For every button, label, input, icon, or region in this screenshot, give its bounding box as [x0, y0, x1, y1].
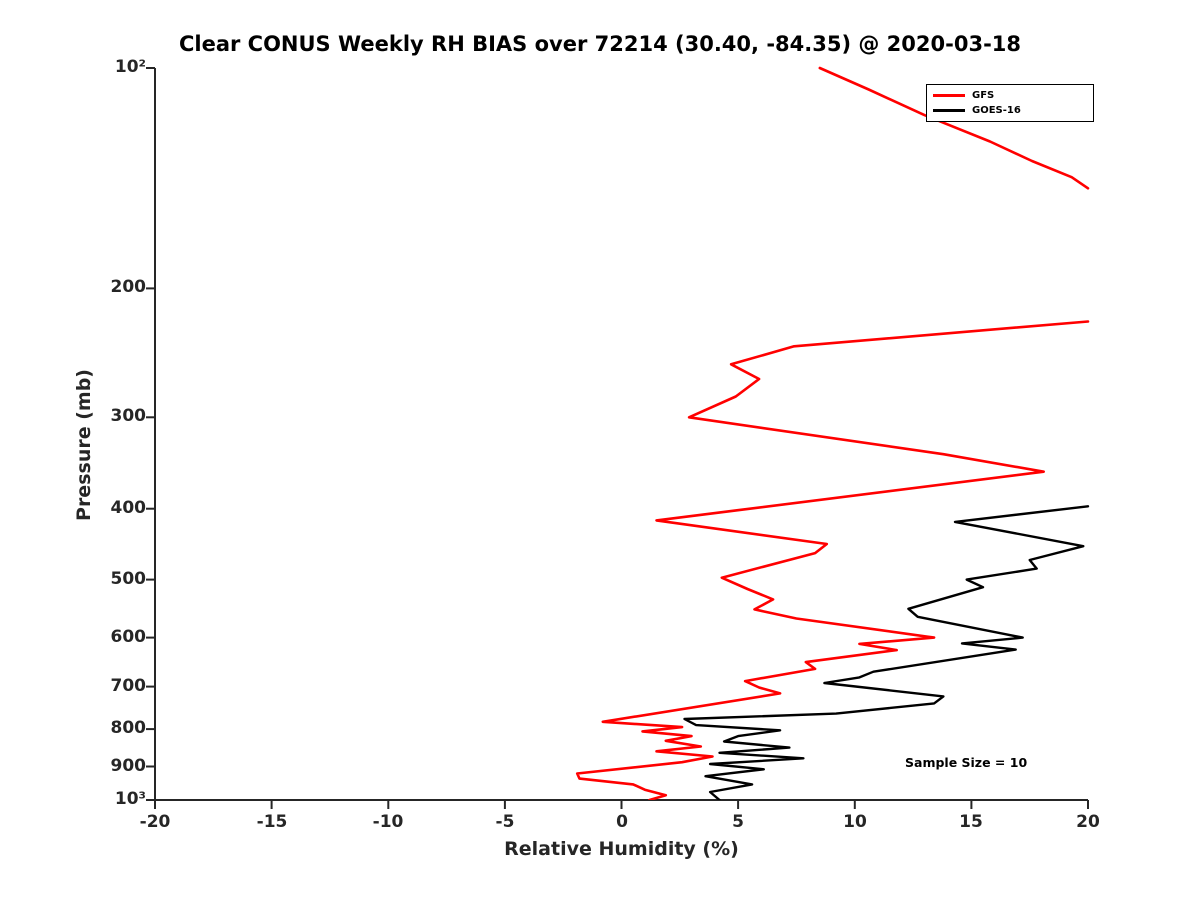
x-tick-label: 5 — [732, 812, 744, 832]
legend-label-goes16: GOES-16 — [972, 105, 1021, 116]
x-tick-label: 10 — [843, 812, 867, 832]
x-tick-label: -15 — [256, 812, 288, 832]
sample-size-annotation: Sample Size = 10 — [905, 755, 1028, 770]
y-tick-label: 700 — [110, 676, 147, 696]
y-tick-label: 500 — [110, 569, 147, 589]
goes16-line-swatch — [933, 109, 965, 112]
x-tick-label: -10 — [372, 812, 404, 832]
chart-title: Clear CONUS Weekly RH BIAS over 72214 (3… — [178, 32, 1022, 56]
legend-item-goes16: GOES-16 — [933, 103, 1087, 118]
legend-label-gfs: GFS — [972, 90, 995, 101]
legend: GFS GOES-16 — [926, 84, 1094, 122]
x-tick-label: 15 — [959, 812, 983, 832]
y-tick-label: 300 — [110, 406, 147, 426]
y-tick-label: 900 — [110, 756, 147, 776]
x-tick-label: 20 — [1076, 812, 1100, 832]
y-tick-label: 400 — [110, 498, 147, 518]
x-tick-label: -5 — [495, 812, 515, 832]
y-tick-label: 200 — [110, 277, 147, 297]
y-tick-label: 600 — [110, 627, 147, 647]
x-tick-label: -20 — [139, 812, 171, 832]
gfs-line — [818, 66, 1090, 190]
y-tick-label: 800 — [110, 718, 147, 738]
goes16-line — [683, 505, 1090, 800]
y-tick-label: 10² — [114, 57, 146, 77]
x-tick-label: 0 — [616, 812, 628, 832]
y-axis-label: Pressure (mb) — [73, 369, 95, 521]
x-axis-label: Relative Humidity (%) — [504, 838, 739, 860]
y-tick-label: 10³ — [114, 789, 146, 809]
legend-item-gfs: GFS — [933, 88, 1087, 103]
gfs-line-swatch — [933, 94, 965, 97]
gfs-line — [575, 320, 1090, 800]
